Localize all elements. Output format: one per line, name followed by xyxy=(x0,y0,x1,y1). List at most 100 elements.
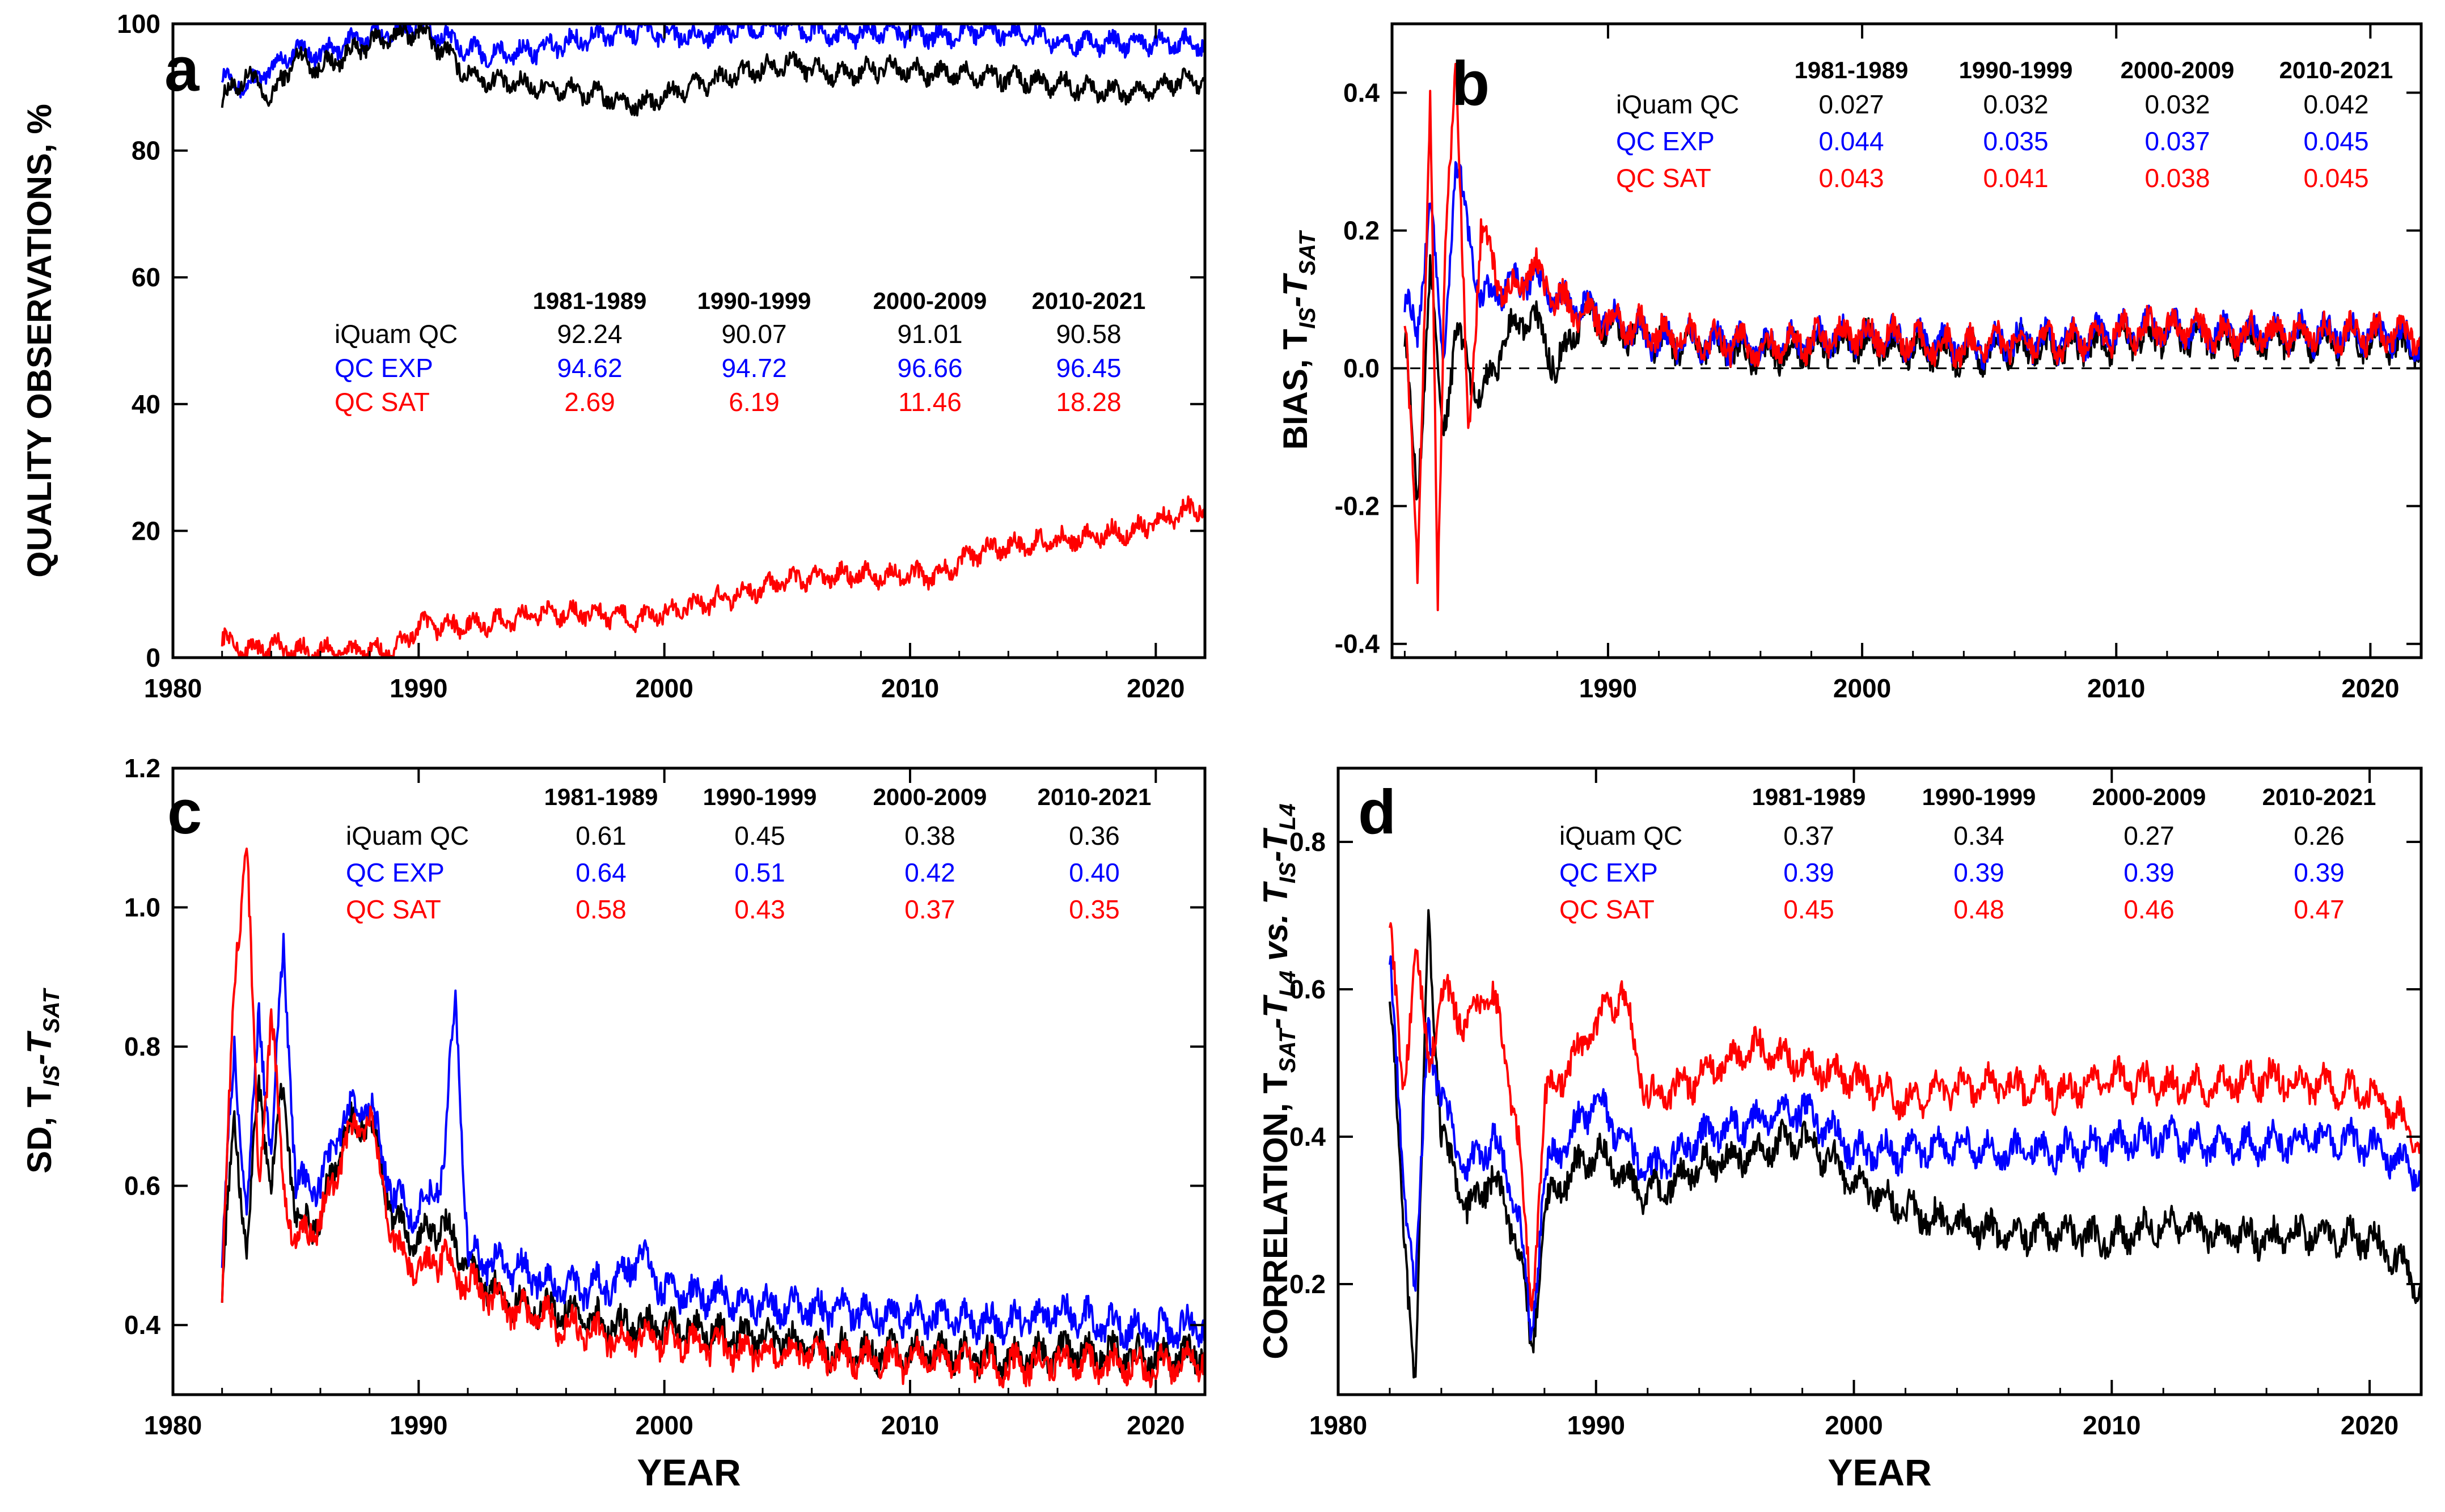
series-group xyxy=(1403,62,2421,612)
table-header: 1990-1999 xyxy=(703,783,817,810)
series-line-qc-sat xyxy=(1389,922,2421,1312)
table-cell: 0.044 xyxy=(1818,126,1884,156)
table-cell: 0.39 xyxy=(1953,858,2004,887)
table-cell: 0.27 xyxy=(2123,821,2175,850)
series-line-qc-sat xyxy=(221,848,1205,1388)
y-axis-label-part: -T xyxy=(1257,828,1295,862)
table-row-label: QC SAT xyxy=(335,387,430,417)
table-header: 2010-2021 xyxy=(2279,57,2393,83)
table-cell: 96.66 xyxy=(897,353,962,383)
series-line-qc-exp xyxy=(221,933,1205,1351)
y-axis-label: CORRELATION, TSAT-TL4 vs. TIS-TL4 xyxy=(1257,803,1300,1359)
table-row-label: QC EXP xyxy=(335,353,433,383)
table-cell: 0.61 xyxy=(576,821,627,850)
table-cell: 0.027 xyxy=(1818,90,1884,119)
y-axis-label: SD, TIS-TSAT xyxy=(20,988,64,1174)
y-tick-label: -0.4 xyxy=(1335,629,1380,659)
y-tick-label: 0.6 xyxy=(124,1171,160,1201)
table-cell: 0.34 xyxy=(1953,821,2004,850)
y-tick-label: 0.8 xyxy=(1289,827,1326,857)
table-cell: 0.39 xyxy=(2294,858,2345,887)
panel-label: d xyxy=(1358,777,1396,847)
series-line-iquam-qc xyxy=(221,24,1205,117)
y-tick-label: 0 xyxy=(146,643,160,672)
series-line-qc-exp xyxy=(1389,955,2421,1341)
table-cell: 2.69 xyxy=(564,387,615,417)
table-cell: 0.032 xyxy=(1983,90,2048,119)
table-header: 1990-1999 xyxy=(1959,57,2073,83)
table-cell: 0.35 xyxy=(1069,895,1120,924)
table-cell: 0.51 xyxy=(734,858,785,887)
y-axis-label-part: IS xyxy=(39,1065,64,1086)
y-tick-label: 100 xyxy=(117,9,160,39)
table-cell: 90.58 xyxy=(1056,319,1121,349)
table-cell: 0.045 xyxy=(2303,126,2368,156)
table-cell: 94.72 xyxy=(721,353,786,383)
table-cell: 0.032 xyxy=(2144,90,2210,119)
table-row-label: QC SAT xyxy=(346,895,441,924)
table-cell: 0.47 xyxy=(2294,895,2345,924)
table-header: 2000-2009 xyxy=(2121,57,2235,83)
plot-frame xyxy=(171,22,1207,659)
y-axis-label-part: IS xyxy=(1295,307,1320,329)
table-row-label: QC SAT xyxy=(1559,895,1655,924)
x-tick-label: 2010 xyxy=(881,1411,939,1440)
x-tick-label: 1980 xyxy=(144,1411,202,1440)
y-tick-label: 1.2 xyxy=(124,753,160,783)
x-tick-label: 2020 xyxy=(1127,1411,1185,1440)
y-tick-label: 0.0 xyxy=(1343,354,1380,383)
table-header: 1981-1989 xyxy=(1795,57,1909,83)
panel-b: 1990 2000 2010 2020 -0.4 -0.2 0.0 0.2 0.4 BIAS, T… xyxy=(1276,22,2423,703)
panel-label: a xyxy=(164,35,200,104)
table-cell: 0.64 xyxy=(576,858,627,887)
y-tick-label: 0.2 xyxy=(1343,216,1380,245)
table-header: 2010-2021 xyxy=(1038,783,1152,810)
x-tick-label: 2020 xyxy=(2341,674,2399,703)
y-tick-label: 0.6 xyxy=(1289,975,1326,1004)
y-axis-label-part: -T xyxy=(1276,273,1314,307)
x-axis-label: YEAR xyxy=(1828,1451,1931,1493)
y-tick-label: 20 xyxy=(132,516,160,545)
x-tick-label: 2010 xyxy=(2087,674,2145,703)
table-row-label: QC SAT xyxy=(1616,163,1711,193)
y-tick-label: 0.4 xyxy=(1343,78,1380,108)
table-row-label: QC EXP xyxy=(1616,126,1715,156)
table-cell: 0.45 xyxy=(1783,895,1834,924)
table-header: 1981-1989 xyxy=(544,783,658,810)
table-cell: 0.38 xyxy=(904,821,955,850)
y-axis-label-part: CORRELATION, T xyxy=(1257,1073,1295,1359)
table-row-label: QC EXP xyxy=(346,858,445,887)
series-line-qc-sat xyxy=(221,495,1205,658)
x-tick-label: 2020 xyxy=(1127,674,1185,703)
table-row-label: iQuam QC xyxy=(1559,821,1682,850)
table-cell: 0.45 xyxy=(734,821,785,850)
table-row-label: iQuam QC xyxy=(335,319,458,349)
table-cell: 0.58 xyxy=(576,895,627,924)
panel-a: 1980 1990 2000 2010 2020 0 20 40 60 80 100 QUALITY … xyxy=(20,9,1207,703)
table-cell: 92.24 xyxy=(557,319,622,349)
table-cell: 0.035 xyxy=(1983,126,2048,156)
series-group xyxy=(221,848,1205,1388)
table-cell: 0.26 xyxy=(2294,821,2345,850)
x-tick-label: 1980 xyxy=(144,674,202,703)
y-axis-label-part: L4 xyxy=(1275,803,1300,830)
y-tick-label: 0.2 xyxy=(1289,1269,1326,1299)
table-cell: 0.40 xyxy=(1069,858,1120,887)
y-tick-label: 0.8 xyxy=(124,1032,160,1061)
y-axis-label: QUALITY OBSERVATIONS, % xyxy=(20,104,58,578)
y-tick-label: -0.2 xyxy=(1335,492,1380,521)
series-line-qc-exp xyxy=(221,24,1205,99)
plot-frame xyxy=(1336,766,2423,1396)
table-cell: 0.37 xyxy=(1783,821,1834,850)
y-axis-label: BIAS, TIS-TSAT xyxy=(1276,230,1320,450)
table-header: 1981-1989 xyxy=(533,287,647,314)
y-axis-label-part: -T xyxy=(1257,994,1295,1029)
x-tick-label: 2000 xyxy=(635,674,693,703)
table-cell: 6.19 xyxy=(729,387,780,417)
table-cell: 0.39 xyxy=(2123,858,2175,887)
panel-label: b xyxy=(1452,49,1490,118)
table-header: 2010-2021 xyxy=(2262,783,2376,810)
y-axis-label-part: vs. T xyxy=(1257,881,1295,971)
table-header: 1990-1999 xyxy=(697,287,811,314)
table-cell: 0.045 xyxy=(2303,163,2368,193)
